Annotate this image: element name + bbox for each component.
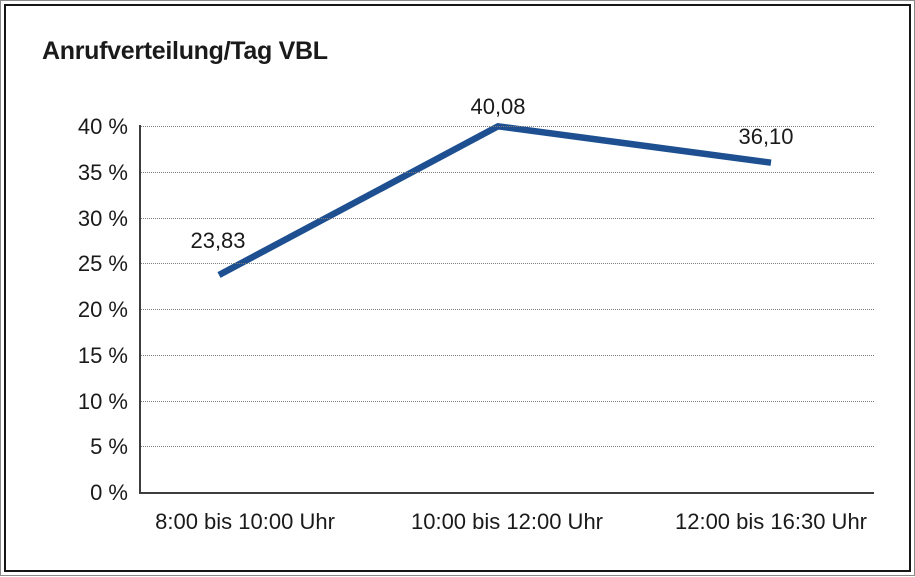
y-axis-tick-label: 20 % — [77, 297, 128, 322]
x-axis-category-label: 8:00 bis 10:00 Uhr — [155, 509, 335, 534]
data-line — [217, 122, 772, 278]
chart-title: Anrufverteilung/Tag VBL — [42, 37, 328, 65]
y-axis-tick-label: 10 % — [77, 388, 128, 414]
gridline — [141, 446, 874, 448]
gridline — [141, 309, 874, 310]
x-axis-category-label: 10:00 bis 12:00 Uhr — [410, 509, 604, 534]
y-axis-tick-label: 35 % — [77, 159, 128, 185]
data-point-label: 36,10 — [738, 123, 794, 149]
gridline — [141, 263, 874, 265]
y-axis-tick-label: 5 % — [90, 434, 128, 460]
y-axis-tick-label: 40 % — [77, 114, 128, 139]
y-axis-tick-label: 15 % — [77, 342, 128, 368]
x-axis-line — [139, 492, 874, 494]
x-axis-category-label: 12:00 bis 16:30 Uhr — [674, 509, 868, 534]
gridline — [141, 126, 874, 127]
data-point-label: 40,08 — [470, 94, 526, 120]
y-axis-tick-label: 0 % — [90, 480, 128, 505]
gridline — [141, 400, 874, 402]
y-axis-tick-label: 25 % — [77, 251, 128, 277]
data-point-label: 23,83 — [190, 227, 246, 253]
gridline — [141, 217, 874, 219]
gridline — [141, 354, 874, 356]
y-axis-line — [139, 125, 141, 493]
y-axis-tick-label: 30 % — [77, 205, 128, 231]
gridline — [141, 171, 874, 173]
